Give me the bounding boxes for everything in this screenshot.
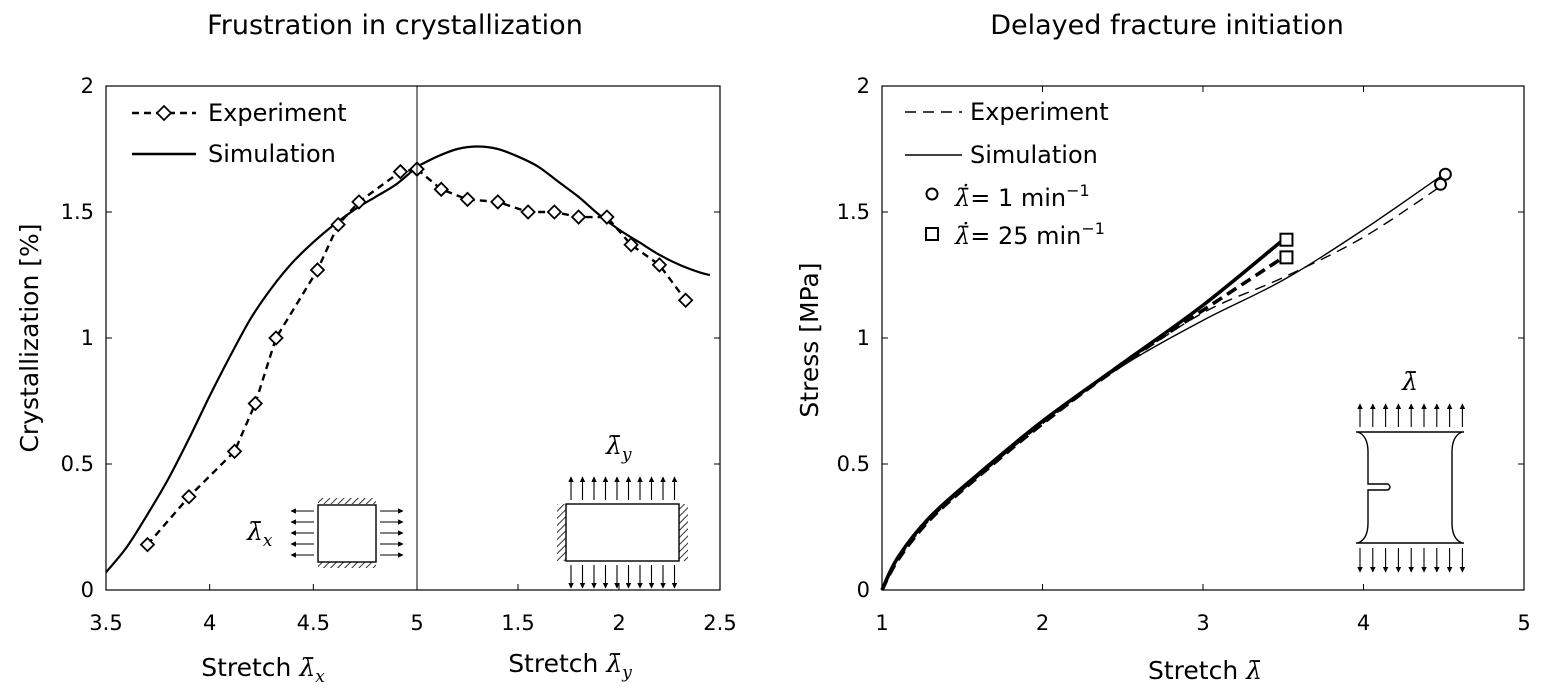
inset-arrows-notched: [1357, 403, 1466, 573]
y-axis-label: Crystallization [%]: [15, 223, 44, 452]
experiment-point: [309, 262, 326, 278]
experiment-point: [570, 209, 587, 225]
specimen-left-edge: [1357, 431, 1391, 544]
x-tick-label: 3: [1196, 611, 1209, 635]
x-tick-label: 1: [875, 611, 888, 635]
x-tick-label: 4: [203, 611, 216, 635]
x-axis-label-right: Stretch λ̄y: [508, 649, 632, 683]
failure-marker-circle: [1434, 177, 1448, 191]
chart-title: Frustration in crystallization: [207, 10, 583, 41]
x-tick-label: 2: [612, 611, 625, 635]
x-tick-label: 5: [410, 611, 423, 635]
x-tick-label: 4: [1357, 611, 1370, 635]
y-tick-label: 1.5: [837, 200, 870, 224]
failure-marker-circle: [1438, 167, 1452, 181]
inset-label-x: λ̄x: [246, 517, 273, 551]
hatch-top: [318, 498, 376, 504]
inset-label-y: λ̄y: [605, 431, 632, 465]
stress-chart: Delayed fracture initiation Stress [MPa]…: [795, 10, 1531, 685]
y-tick-label: 2: [81, 74, 94, 98]
legend: Experiment Simulation: [132, 99, 347, 168]
experiment-point: [268, 330, 284, 346]
x-tick-label: 2: [1036, 611, 1049, 635]
experiment-point: [181, 488, 197, 505]
tick-labels: 0 0.5 1 1.5 2 1 2 3 4 5: [837, 74, 1531, 635]
experiment-point: [599, 209, 615, 225]
crystallization-chart: Frustration in crystallization Crystalli…: [15, 10, 737, 687]
legend-experiment: Experiment: [208, 99, 347, 127]
x-tick-label: 1.5: [501, 611, 534, 635]
inset-x-stretch-diagram: λ̄x: [246, 498, 404, 568]
experiment-point: [651, 257, 668, 273]
y-axis-label: Stress [MPa]: [795, 262, 824, 417]
experiment-point: [677, 292, 694, 308]
experiment-point: [490, 194, 506, 210]
experiment-point: [330, 216, 346, 233]
hatch-right: [679, 504, 688, 561]
chart-title: Delayed fracture initiation: [990, 10, 1344, 41]
y-tick-label: 0: [857, 578, 870, 602]
legend: Experiment Simulation λ̄̇= 1 min−1 λ̄̇= …: [905, 98, 1109, 250]
legend-simulation: Simulation: [208, 140, 336, 168]
plot-frame: [881, 85, 1525, 591]
experiment-point: [520, 204, 536, 220]
inset-label: λ̄: [1401, 367, 1418, 396]
y-tick-label: 1: [857, 326, 870, 350]
y-tick-label: 0.5: [61, 452, 94, 476]
x-tick-label: 4.5: [297, 611, 330, 635]
y-tick-label: 1: [81, 326, 94, 350]
experiment-point: [459, 191, 476, 208]
experiment-point: [623, 236, 639, 253]
specimen-rect: [565, 503, 680, 562]
x-axis-label-left: Stretch λ̄x: [201, 653, 325, 687]
plot-frame: [105, 85, 721, 591]
stress-curve-thick-solid: [880, 238, 1285, 591]
experiment-point: [351, 194, 367, 210]
simulation-line-right: [416, 145, 711, 277]
experiment-point: [392, 163, 409, 180]
tick-labels: 0 0.5 1 1.5 2 3.5 4 4.5 5 1.5 2 2.5: [61, 74, 737, 635]
y-tick-label: 0: [81, 578, 94, 602]
specimen-square: [317, 504, 377, 563]
legend-rate-1: λ̄̇= 1 min−1: [954, 181, 1090, 212]
specimen-right-edge: [1451, 431, 1463, 544]
legend-diamond-icon: [155, 104, 173, 122]
plot-area: [880, 167, 1452, 591]
legend-square-icon: [925, 227, 939, 241]
inset-notched-specimen: λ̄: [1356, 367, 1466, 573]
inset-y-stretch-diagram: λ̄y: [557, 431, 688, 589]
x-axis-label: Stretch λ̄: [1148, 656, 1262, 685]
x-tick-label: 2.5: [703, 611, 736, 635]
x-tick-label: 3.5: [89, 611, 122, 635]
legend-experiment: Experiment: [970, 98, 1109, 126]
failure-marker-square: [1279, 232, 1294, 247]
experiment-line-right: [416, 168, 687, 301]
experiment-point: [247, 395, 264, 412]
legend-rate-25: λ̄̇= 25 min−1: [954, 219, 1105, 250]
x-tick-label: 5: [1517, 611, 1530, 635]
inset-arrows-y: [568, 476, 678, 589]
plot-area: [105, 145, 711, 574]
experiment-point: [546, 204, 563, 220]
y-tick-label: 2: [857, 74, 870, 98]
hatch-left: [557, 504, 566, 561]
experiment-point: [139, 536, 156, 553]
hatch-bottom: [318, 562, 376, 568]
stress-curve-thick-dashed: [880, 255, 1285, 591]
experiment-point: [226, 443, 243, 460]
legend-circle-icon: [925, 187, 939, 201]
y-tick-label: 1.5: [61, 200, 94, 224]
y-tick-label: 0.5: [837, 452, 870, 476]
experiment-point: [433, 181, 450, 198]
failure-marker-square: [1279, 250, 1294, 265]
experiment-line-left: [146, 167, 418, 546]
inset-arrows: [290, 508, 404, 558]
legend-simulation: Simulation: [970, 141, 1098, 169]
